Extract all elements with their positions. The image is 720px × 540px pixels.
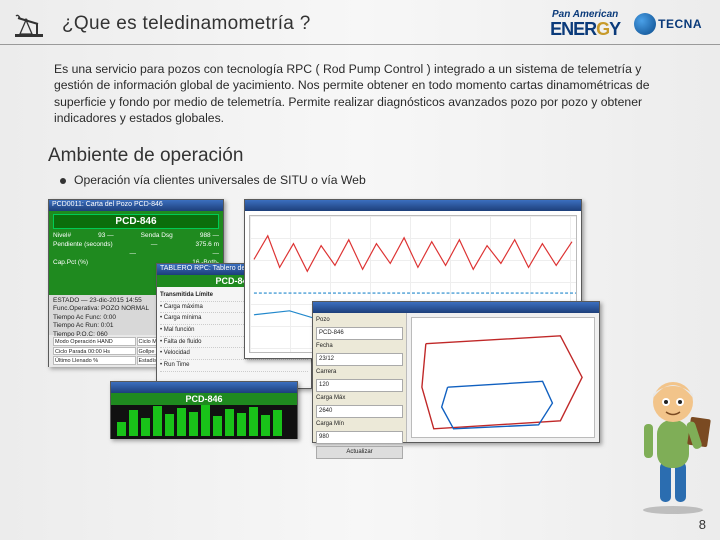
logo-block: Pan American ENERGY TECNA <box>550 10 702 38</box>
logo-tecna: TECNA <box>634 13 702 35</box>
section-title-ambiente: Ambiente de operación <box>0 127 720 171</box>
screenshots-collage: PCD0011: Carta del Pozo PCD-846 PCD-846 … <box>48 199 658 445</box>
pumpjack-icon <box>14 10 44 38</box>
screenshot-dynacard: PozoPCD-846Fecha23/12Carrera120Carga Máx… <box>312 301 600 443</box>
bullet-operacion: Operación vía clientes universales de SI… <box>0 171 720 195</box>
logo-pan-american-energy: Pan American ENERGY <box>550 10 620 38</box>
page-title: ¿Que es teledinamometría ? <box>62 13 311 35</box>
mascot-worker-icon <box>630 364 716 514</box>
intro-paragraph: Es una servicio para pozos con tecnologí… <box>0 45 720 127</box>
page-number: 8 <box>699 517 706 532</box>
screenshot-bar-history: PCD-846 <box>110 381 298 439</box>
